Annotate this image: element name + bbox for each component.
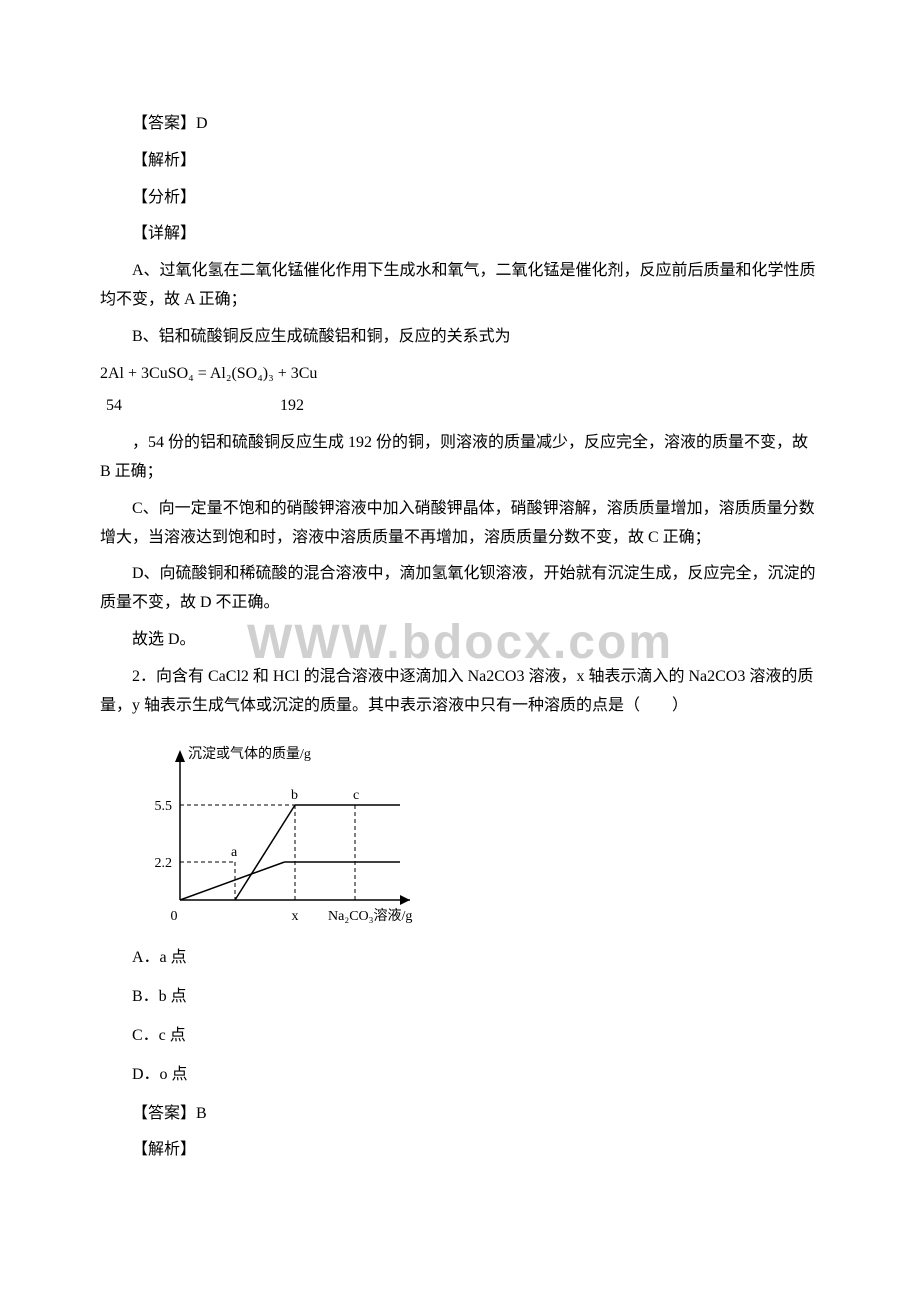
q2-stem: 2．向含有 CaCl2 和 HCl 的混合溶液中逐滴加入 Na2CO3 溶液，x… bbox=[100, 663, 820, 721]
svg-text:a: a bbox=[231, 845, 238, 860]
q2-option-c: C．c 点 bbox=[100, 1022, 820, 1051]
explain-b-intro: B、铝和硫酸铜反应生成硫酸铝和铜，反应的关系式为 bbox=[100, 323, 820, 352]
reaction-numbers: 54 192 bbox=[100, 392, 820, 421]
fenxi-label: 【分析】 bbox=[100, 184, 820, 213]
explain-a: A、过氧化氢在二氧化锰催化作用下生成水和氧气，二氧化锰是催化剂，反应前后质量和化… bbox=[100, 257, 820, 315]
answer-label: 【答案】D bbox=[100, 110, 820, 139]
svg-text:c: c bbox=[353, 788, 359, 803]
svg-text:0: 0 bbox=[171, 909, 178, 924]
formula-n1: 54 bbox=[106, 397, 122, 414]
svg-text:b: b bbox=[291, 788, 298, 803]
q2-answer-label: 【答案】B bbox=[100, 1100, 820, 1129]
document-body: 【答案】D 【解析】 【分析】 【详解】 A、过氧化氢在二氧化锰催化作用下生成水… bbox=[100, 110, 820, 1165]
answer-pick: 故选 D。 bbox=[100, 626, 820, 655]
explain-b-tail: ，54 份的铝和硫酸铜反应生成 192 份的铜，则溶液的质量减少，反应完全，溶液… bbox=[100, 429, 820, 487]
svg-text:x: x bbox=[292, 909, 299, 924]
q2-chart: 沉淀或气体的质量/g Na₂CO₃溶液/g 0 x 2.2 5.5 a b c bbox=[140, 740, 820, 930]
svg-text:2.2: 2.2 bbox=[155, 856, 173, 871]
jiexi-label: 【解析】 bbox=[100, 147, 820, 176]
reaction-formula: 2Al + 3CuSO₄ = Al₂(SO₄)₃ + 3Cu bbox=[100, 360, 820, 389]
q2-option-d: D．o 点 bbox=[100, 1061, 820, 1090]
xiangjie-label: 【详解】 bbox=[100, 220, 820, 249]
formula-n2: 192 bbox=[280, 392, 304, 421]
svg-text:Na₂CO₃溶液/g: Na₂CO₃溶液/g bbox=[328, 908, 412, 924]
q2-option-a: A．a 点 bbox=[100, 944, 820, 973]
q2-option-b: B．b 点 bbox=[100, 983, 820, 1012]
explain-c: C、向一定量不饱和的硝酸钾溶液中加入硝酸钾晶体，硝酸钾溶解，溶质质量增加，溶质质… bbox=[100, 495, 820, 553]
svg-text:沉淀或气体的质量/g: 沉淀或气体的质量/g bbox=[188, 746, 311, 762]
q2-jiexi-label: 【解析】 bbox=[100, 1136, 820, 1165]
svg-text:5.5: 5.5 bbox=[155, 799, 173, 814]
explain-d: D、向硫酸铜和稀硫酸的混合溶液中，滴加氢氧化钡溶液，开始就有沉淀生成，反应完全，… bbox=[100, 560, 820, 618]
